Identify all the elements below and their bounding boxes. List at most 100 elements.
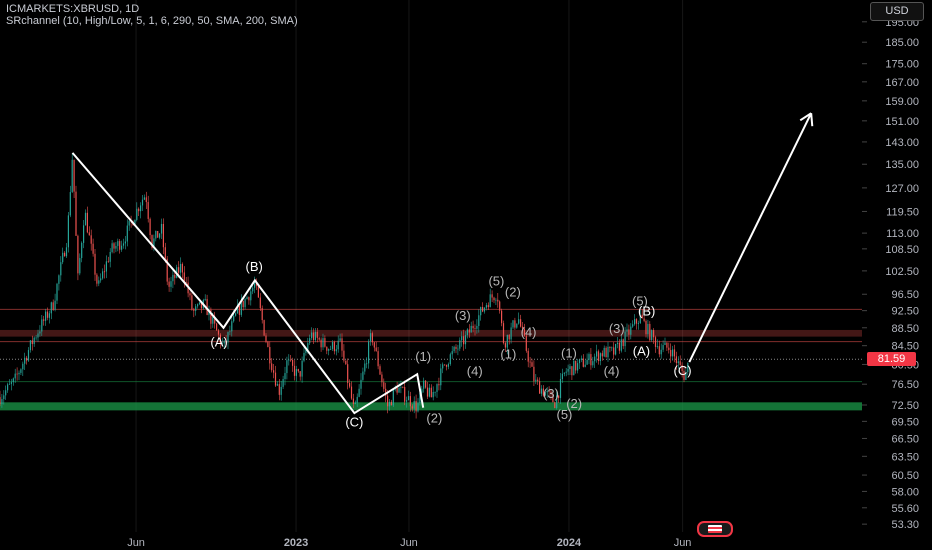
candle-body [318, 337, 320, 340]
candle-body [254, 283, 256, 288]
candle-body [352, 398, 354, 405]
candle-body [248, 297, 250, 301]
candle-body [626, 329, 628, 332]
candle-body [250, 291, 252, 301]
candle-body [400, 386, 402, 388]
candle-body [274, 372, 277, 386]
candle-body [567, 368, 569, 372]
candle-body [214, 316, 216, 324]
candle-body [654, 337, 657, 347]
candle-body [637, 323, 639, 324]
candle-body [677, 361, 679, 364]
candle-body [189, 293, 191, 296]
candle-body [341, 338, 343, 351]
candle-body [599, 353, 601, 362]
candle-body [219, 334, 221, 345]
currency-button[interactable]: USD [870, 2, 924, 21]
candle-body [286, 360, 288, 374]
candle-body [128, 220, 130, 226]
wave-label: (3) [543, 386, 559, 401]
candle-body [350, 386, 353, 399]
candle-body [444, 364, 446, 366]
candle-body [33, 337, 35, 344]
price-tick-label: 119.50 [886, 206, 919, 218]
price-axis[interactable]: 195.00185.00175.00167.00159.00151.00143.… [862, 0, 932, 550]
candle-body [590, 354, 592, 366]
candle-body [586, 359, 588, 365]
candle-body [582, 358, 584, 367]
time-axis[interactable]: Jun 2023 Jun 2024 Jun [0, 532, 862, 550]
candle-body [244, 299, 246, 308]
candle-body [447, 364, 449, 367]
candle-body [113, 243, 115, 249]
support-zone [0, 402, 862, 411]
price-tick-label: 55.60 [891, 503, 919, 515]
candle-body [305, 349, 307, 353]
candle-body [293, 365, 296, 376]
candle-body [569, 366, 571, 369]
candle-body [440, 368, 442, 386]
candle-body [407, 396, 410, 401]
candle-body [409, 396, 411, 407]
candle-body [653, 330, 655, 338]
candle-body [573, 360, 575, 376]
candle-body [246, 297, 248, 300]
candle-body [115, 245, 117, 249]
candle-body [297, 369, 299, 372]
candle-body [516, 323, 518, 328]
sr-zones [0, 308, 862, 411]
candle-body [1, 399, 3, 405]
price-tick-label: 84.50 [891, 341, 919, 353]
candle-body [236, 305, 239, 314]
candle-body [561, 373, 563, 380]
indicator-legend[interactable]: SRchannel (10, High/Low, 5, 1, 6, 290, 5… [6, 15, 298, 27]
wave-label: (B) [638, 304, 655, 319]
price-tick-label: 113.00 [886, 228, 919, 240]
candle-body [495, 299, 497, 301]
candle-body [255, 283, 258, 286]
candle-body [252, 287, 254, 292]
candle-body [672, 349, 674, 357]
candle-body [392, 389, 394, 406]
candle-body [111, 243, 113, 253]
time-axis-bg [0, 532, 862, 550]
candle-body [387, 395, 389, 407]
candle-body [664, 342, 666, 346]
candle-body [525, 335, 527, 351]
candle-body [235, 313, 237, 316]
candle-body [141, 199, 144, 206]
candle-body [324, 338, 326, 347]
wave-label: (5) [488, 274, 504, 289]
candle-body [647, 323, 649, 335]
candle-body [453, 346, 455, 352]
candle-body [343, 350, 345, 361]
candle-body [358, 388, 360, 397]
candle-body [301, 360, 303, 377]
time-tick-label: Jun [674, 537, 692, 549]
candle-body [537, 379, 539, 382]
candle-body [366, 363, 368, 365]
candle-body [90, 235, 92, 244]
candle-body [84, 212, 87, 226]
candle-body [558, 395, 560, 398]
candle-body [356, 396, 358, 403]
candle-body [594, 356, 596, 362]
wave-label: (4) [604, 364, 620, 379]
candle-body [609, 346, 611, 348]
candle-body [225, 340, 227, 343]
candle-body [94, 253, 96, 275]
events-flag-icon[interactable] [697, 521, 733, 537]
candle-body [597, 351, 600, 362]
candle-body [81, 242, 83, 259]
candle-body [164, 247, 166, 259]
candle-body [233, 315, 235, 322]
candle-body [45, 311, 47, 321]
candle-body [354, 402, 356, 405]
candle-body [605, 347, 607, 358]
candle-body [487, 305, 489, 308]
candle-body [461, 336, 463, 341]
wave-polyline [71, 152, 425, 415]
candle-body [670, 350, 672, 357]
candle-body [5, 390, 7, 396]
